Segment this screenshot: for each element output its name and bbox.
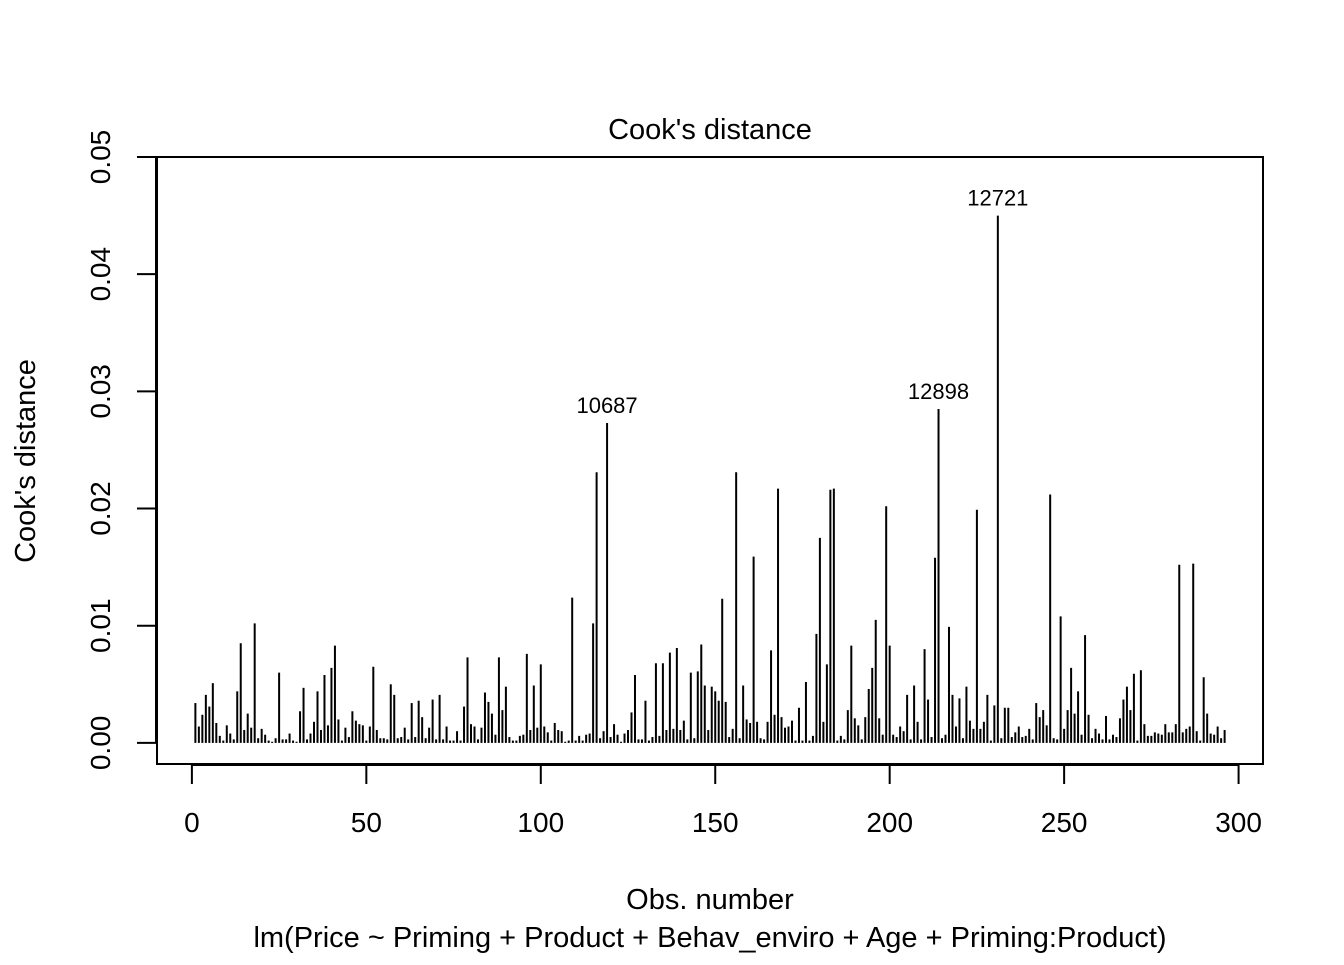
x-tick-label: 300 bbox=[1215, 807, 1262, 838]
y-tick-label: 0.00 bbox=[85, 716, 116, 771]
y-axis-title: Cook's distance bbox=[10, 359, 42, 563]
y-tick-label: 0.03 bbox=[85, 364, 116, 419]
x-tick-label: 100 bbox=[517, 807, 564, 838]
y-tick-label: 0.05 bbox=[85, 130, 116, 185]
x-tick-label: 50 bbox=[351, 807, 382, 838]
bar-series bbox=[194, 215, 1226, 743]
point-label: 10687 bbox=[576, 393, 637, 418]
point-label: 12898 bbox=[908, 379, 969, 404]
x-tick-label: 0 bbox=[184, 807, 200, 838]
chart-subtitle: lm(Price ~ Priming + Product + Behav_env… bbox=[253, 922, 1166, 954]
y-tick-label: 0.01 bbox=[85, 598, 116, 653]
x-axis-title: Obs. number bbox=[626, 884, 794, 916]
point-label: 12721 bbox=[967, 186, 1028, 211]
point-annotations: 10687 12898 12721 bbox=[576, 186, 1028, 418]
x-tick-label: 200 bbox=[866, 807, 913, 838]
x-tick-label: 250 bbox=[1041, 807, 1088, 838]
y-tick-label: 0.02 bbox=[85, 481, 116, 536]
y-axis: 0.00 0.01 0.02 0.03 0.04 0.05 bbox=[85, 130, 157, 771]
plot-frame bbox=[156, 156, 1264, 765]
chart-title: Cook's distance bbox=[608, 114, 812, 146]
y-tick-label: 0.04 bbox=[85, 247, 116, 302]
x-tick-label: 150 bbox=[692, 807, 739, 838]
x-axis: 0 50 100 150 200 250 300 bbox=[184, 764, 1262, 838]
